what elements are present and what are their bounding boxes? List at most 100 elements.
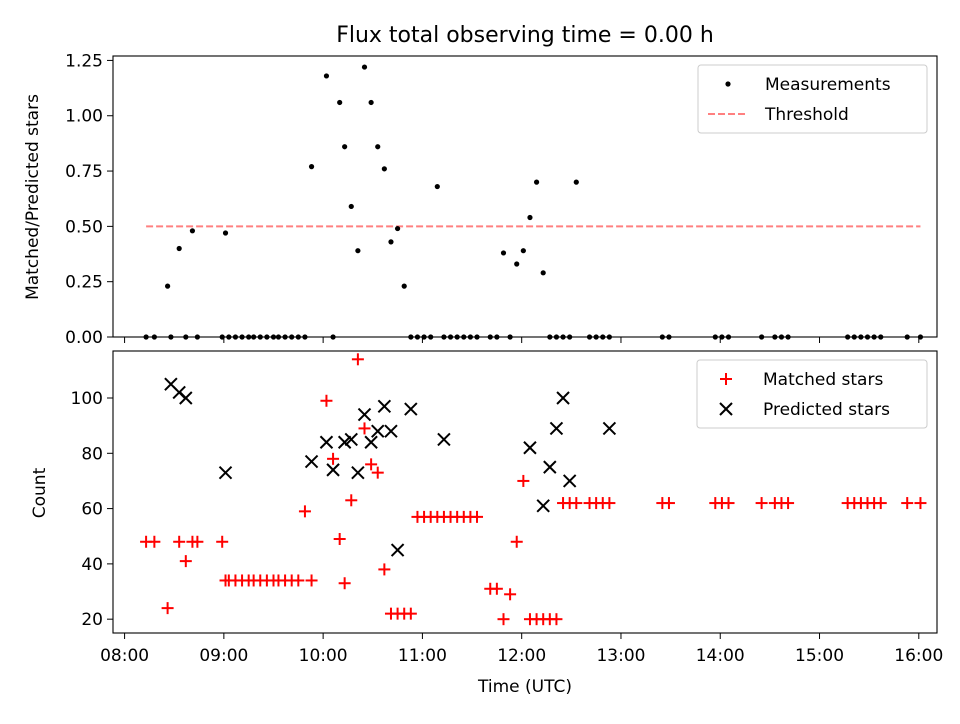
predicted-star-point (364, 435, 378, 449)
measurement-point (176, 245, 182, 252)
matched-stars-legend-marker (720, 373, 732, 385)
matched-star-point (148, 535, 161, 548)
predicted-star-point (351, 465, 365, 480)
x-axis-label: Time (UTC) (477, 677, 572, 697)
matched-star-point (173, 535, 186, 548)
bottom-axes-frame (112, 350, 938, 634)
measurements-legend-marker (725, 81, 731, 87)
chart-title: Flux total observing time = 0.00 h (336, 23, 714, 48)
measurement-point (368, 99, 374, 106)
predicted-star-point (357, 407, 372, 422)
matched-star-point (298, 505, 311, 518)
measurement-point (520, 248, 526, 254)
matched-star-point (901, 497, 914, 510)
measurement-point (361, 64, 368, 70)
top-y-tick-label: 0.25 (65, 273, 103, 293)
x-tick-label: 15:00 (795, 646, 844, 666)
bottom-y-tick-label: 60 (81, 500, 103, 520)
matched-star-point (216, 535, 229, 548)
matched-star-point (404, 607, 417, 620)
threshold-legend-label: Threshold (764, 105, 849, 125)
matched-star-point (351, 353, 364, 366)
predicted-star-point (549, 421, 564, 436)
matched-star-point (333, 533, 346, 545)
predicted-star-point (179, 391, 193, 405)
predicted-star-point (437, 432, 451, 447)
matched-star-point (161, 602, 174, 615)
predicted-star-point (344, 432, 358, 447)
matched-star-point (338, 577, 351, 590)
matched-star-point (914, 497, 927, 510)
top-legend-box (697, 64, 928, 134)
matched-star-point (497, 613, 510, 626)
predicted-star-point (562, 474, 577, 488)
measurement-point (500, 250, 507, 256)
matched-star-point (371, 466, 384, 479)
matched-star-point (378, 563, 391, 576)
measurement-point (434, 183, 440, 190)
x-tick-label: 11:00 (398, 646, 447, 666)
predicted-star-point (218, 465, 233, 480)
predicted-stars-legend-label: Predicted stars (763, 400, 890, 420)
predicted-star-point (543, 460, 557, 474)
measurement-point (527, 214, 533, 221)
matched-star-point (358, 422, 371, 435)
predicted-star-point (602, 421, 617, 436)
x-tick-label: 14:00 (696, 646, 745, 666)
matched-star-point (490, 582, 503, 595)
matched-star-point (179, 555, 192, 568)
top-y-axis: 0.00 0.25 0.50 0.75 1.00 1.25 (65, 51, 113, 348)
x-tick-label: 13:00 (596, 646, 645, 666)
measurement-point (342, 144, 348, 150)
top-y-tick-label: 0.00 (65, 328, 103, 348)
measurement-point (514, 261, 520, 267)
matched-star-point (755, 497, 768, 510)
predicted-star-point (384, 424, 398, 438)
measurement-point (375, 144, 381, 150)
x-tick-label: 16:00 (894, 646, 943, 666)
measurement-point (401, 283, 407, 289)
predicted-star-point (536, 499, 550, 513)
bottom-legend: Matched stars Predicted stars (696, 359, 928, 429)
matched-star-point (603, 497, 616, 510)
top-y-tick-label: 0.50 (65, 217, 103, 237)
matched-star-point (550, 613, 563, 626)
bottom-y-axis-label: Count (30, 467, 50, 518)
bottom-legend-box (696, 359, 928, 429)
top-y-tick-label: 1.25 (65, 51, 103, 71)
matched-star-point (570, 497, 583, 510)
measurement-point (165, 283, 171, 289)
matched-star-point (191, 535, 204, 548)
bottom-y-tick-label: 80 (81, 444, 103, 464)
measurements-legend-label: Measurements (765, 75, 891, 95)
bottom-plot-area (140, 353, 927, 626)
predicted-star-point (319, 435, 334, 449)
predicted-star-point (523, 441, 537, 455)
matched-star-point (365, 458, 378, 471)
x-tick-label: 12:00 (497, 646, 546, 666)
measurement-point (573, 179, 579, 185)
measurement-point (222, 230, 229, 236)
top-y-axis-label: Matched/Predicted stars (23, 94, 43, 300)
matched-star-point (345, 494, 358, 507)
predicted-star-point (304, 454, 319, 469)
predicted-star-point (556, 391, 570, 405)
predicted-star-point (390, 543, 405, 557)
matched-star-point (782, 497, 795, 510)
measurement-point (533, 179, 540, 185)
matched-star-point (517, 474, 530, 487)
predicted-star-point (404, 402, 418, 416)
top-y-tick-label: 1.00 (65, 107, 103, 127)
matched-star-point (327, 452, 340, 465)
measurement-point (348, 203, 354, 210)
x-tick-label: 10:00 (299, 646, 348, 666)
matched-star-point (305, 574, 318, 587)
measurement-point (381, 166, 387, 172)
matched-star-point (510, 535, 523, 548)
matched-star-point (320, 394, 333, 407)
bottom-y-tick-label: 100 (71, 389, 103, 409)
matched-stars-legend-glyph (720, 373, 732, 385)
matched-star-point (722, 497, 735, 510)
bottom-x-axis: 08:00 09:00 10:00 11:00 12:00 13:00 14:00 15:00… (100, 633, 943, 666)
